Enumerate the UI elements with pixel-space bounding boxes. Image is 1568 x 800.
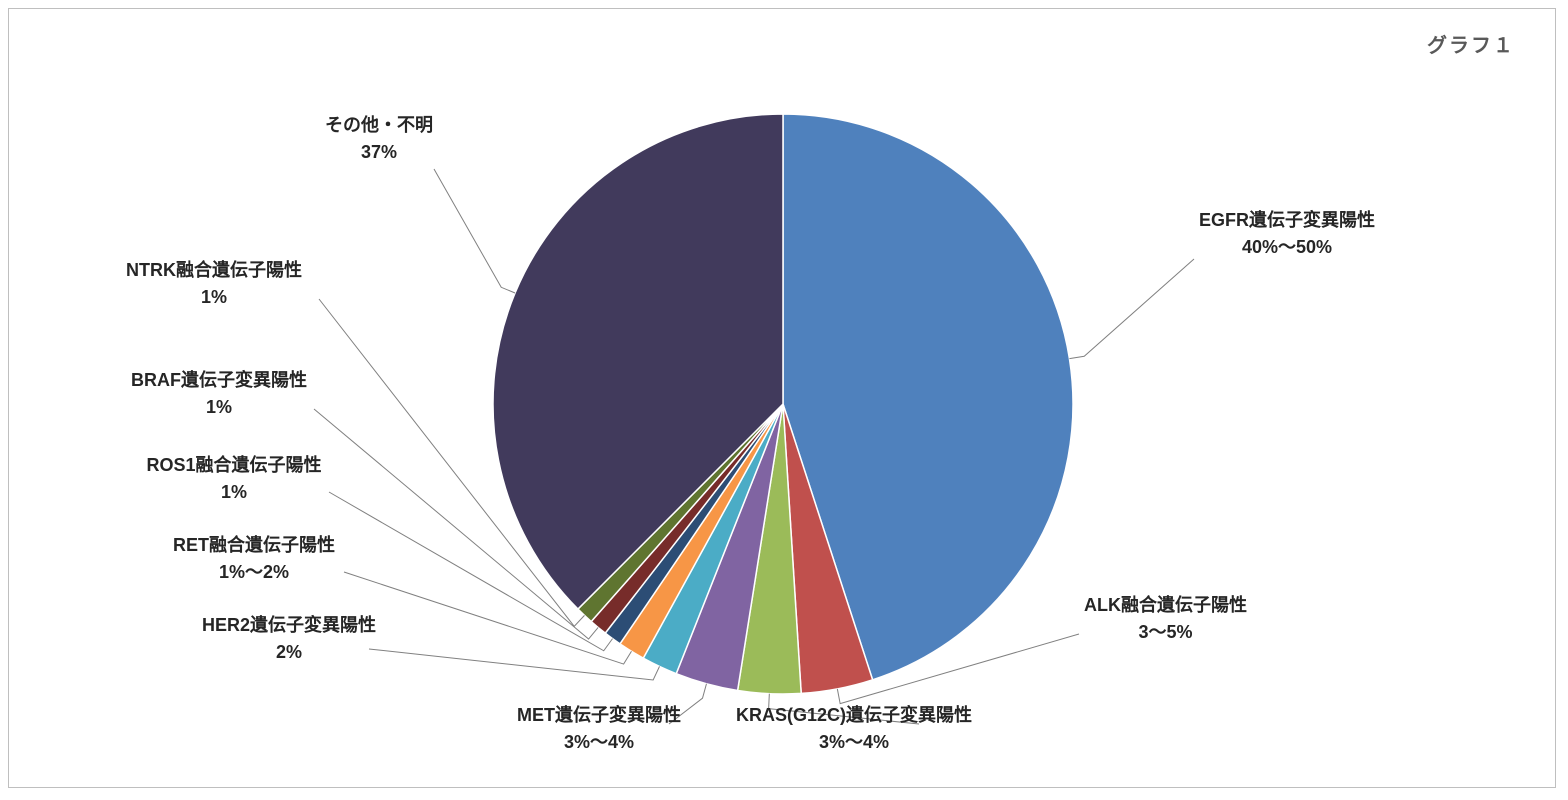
slice-label-pct: 3%～4% <box>736 729 972 756</box>
chart-frame: グラフ１ EGFR遺伝子変異陽性40%～50%ALK融合遺伝子陽性3～5%KRA… <box>8 8 1556 788</box>
slice-label: NTRK融合遺伝子陽性1% <box>126 257 302 311</box>
slice-label-pct: 3～5% <box>1084 619 1247 646</box>
slice-label-name: HER2遺伝子変異陽性 <box>202 612 376 639</box>
slice-label-name: MET遺伝子変異陽性 <box>517 702 681 729</box>
slice-label: MET遺伝子変異陽性3%～4% <box>517 702 681 756</box>
slice-label-name: RET融合遺伝子陽性 <box>173 532 335 559</box>
slice-label-pct: 37% <box>325 139 433 166</box>
slice-label-pct: 40%～50% <box>1199 234 1375 261</box>
slice-label-name: ROS1融合遺伝子陽性 <box>147 452 322 479</box>
slice-label: HER2遺伝子変異陽性2% <box>202 612 376 666</box>
slice-label-pct: 1% <box>126 284 302 311</box>
slice-label-name: BRAF遺伝子変異陽性 <box>131 367 307 394</box>
slice-label: その他・不明37% <box>325 112 433 166</box>
slice-label-pct: 1% <box>147 479 322 506</box>
slice-label: RET融合遺伝子陽性1%～2% <box>173 532 335 586</box>
slice-label-name: その他・不明 <box>325 112 433 139</box>
slice-label-name: KRAS(G12C)遺伝子変異陽性 <box>736 702 972 729</box>
slice-label-name: NTRK融合遺伝子陽性 <box>126 257 302 284</box>
slice-label: ALK融合遺伝子陽性3～5% <box>1084 592 1247 646</box>
slice-label-pct: 2% <box>202 639 376 666</box>
leader-line <box>1069 259 1194 359</box>
slice-label-pct: 1%～2% <box>173 559 335 586</box>
slice-label: ROS1融合遺伝子陽性1% <box>147 452 322 506</box>
slice-label-name: ALK融合遺伝子陽性 <box>1084 592 1247 619</box>
slice-label: KRAS(G12C)遺伝子変異陽性3%～4% <box>736 702 972 756</box>
leader-line <box>434 169 515 293</box>
slice-label: BRAF遺伝子変異陽性1% <box>131 367 307 421</box>
slice-label-name: EGFR遺伝子変異陽性 <box>1199 207 1375 234</box>
slice-label-pct: 3%～4% <box>517 729 681 756</box>
slice-label-pct: 1% <box>131 394 307 421</box>
leader-line <box>369 649 660 680</box>
slice-label: EGFR遺伝子変異陽性40%～50% <box>1199 207 1375 261</box>
